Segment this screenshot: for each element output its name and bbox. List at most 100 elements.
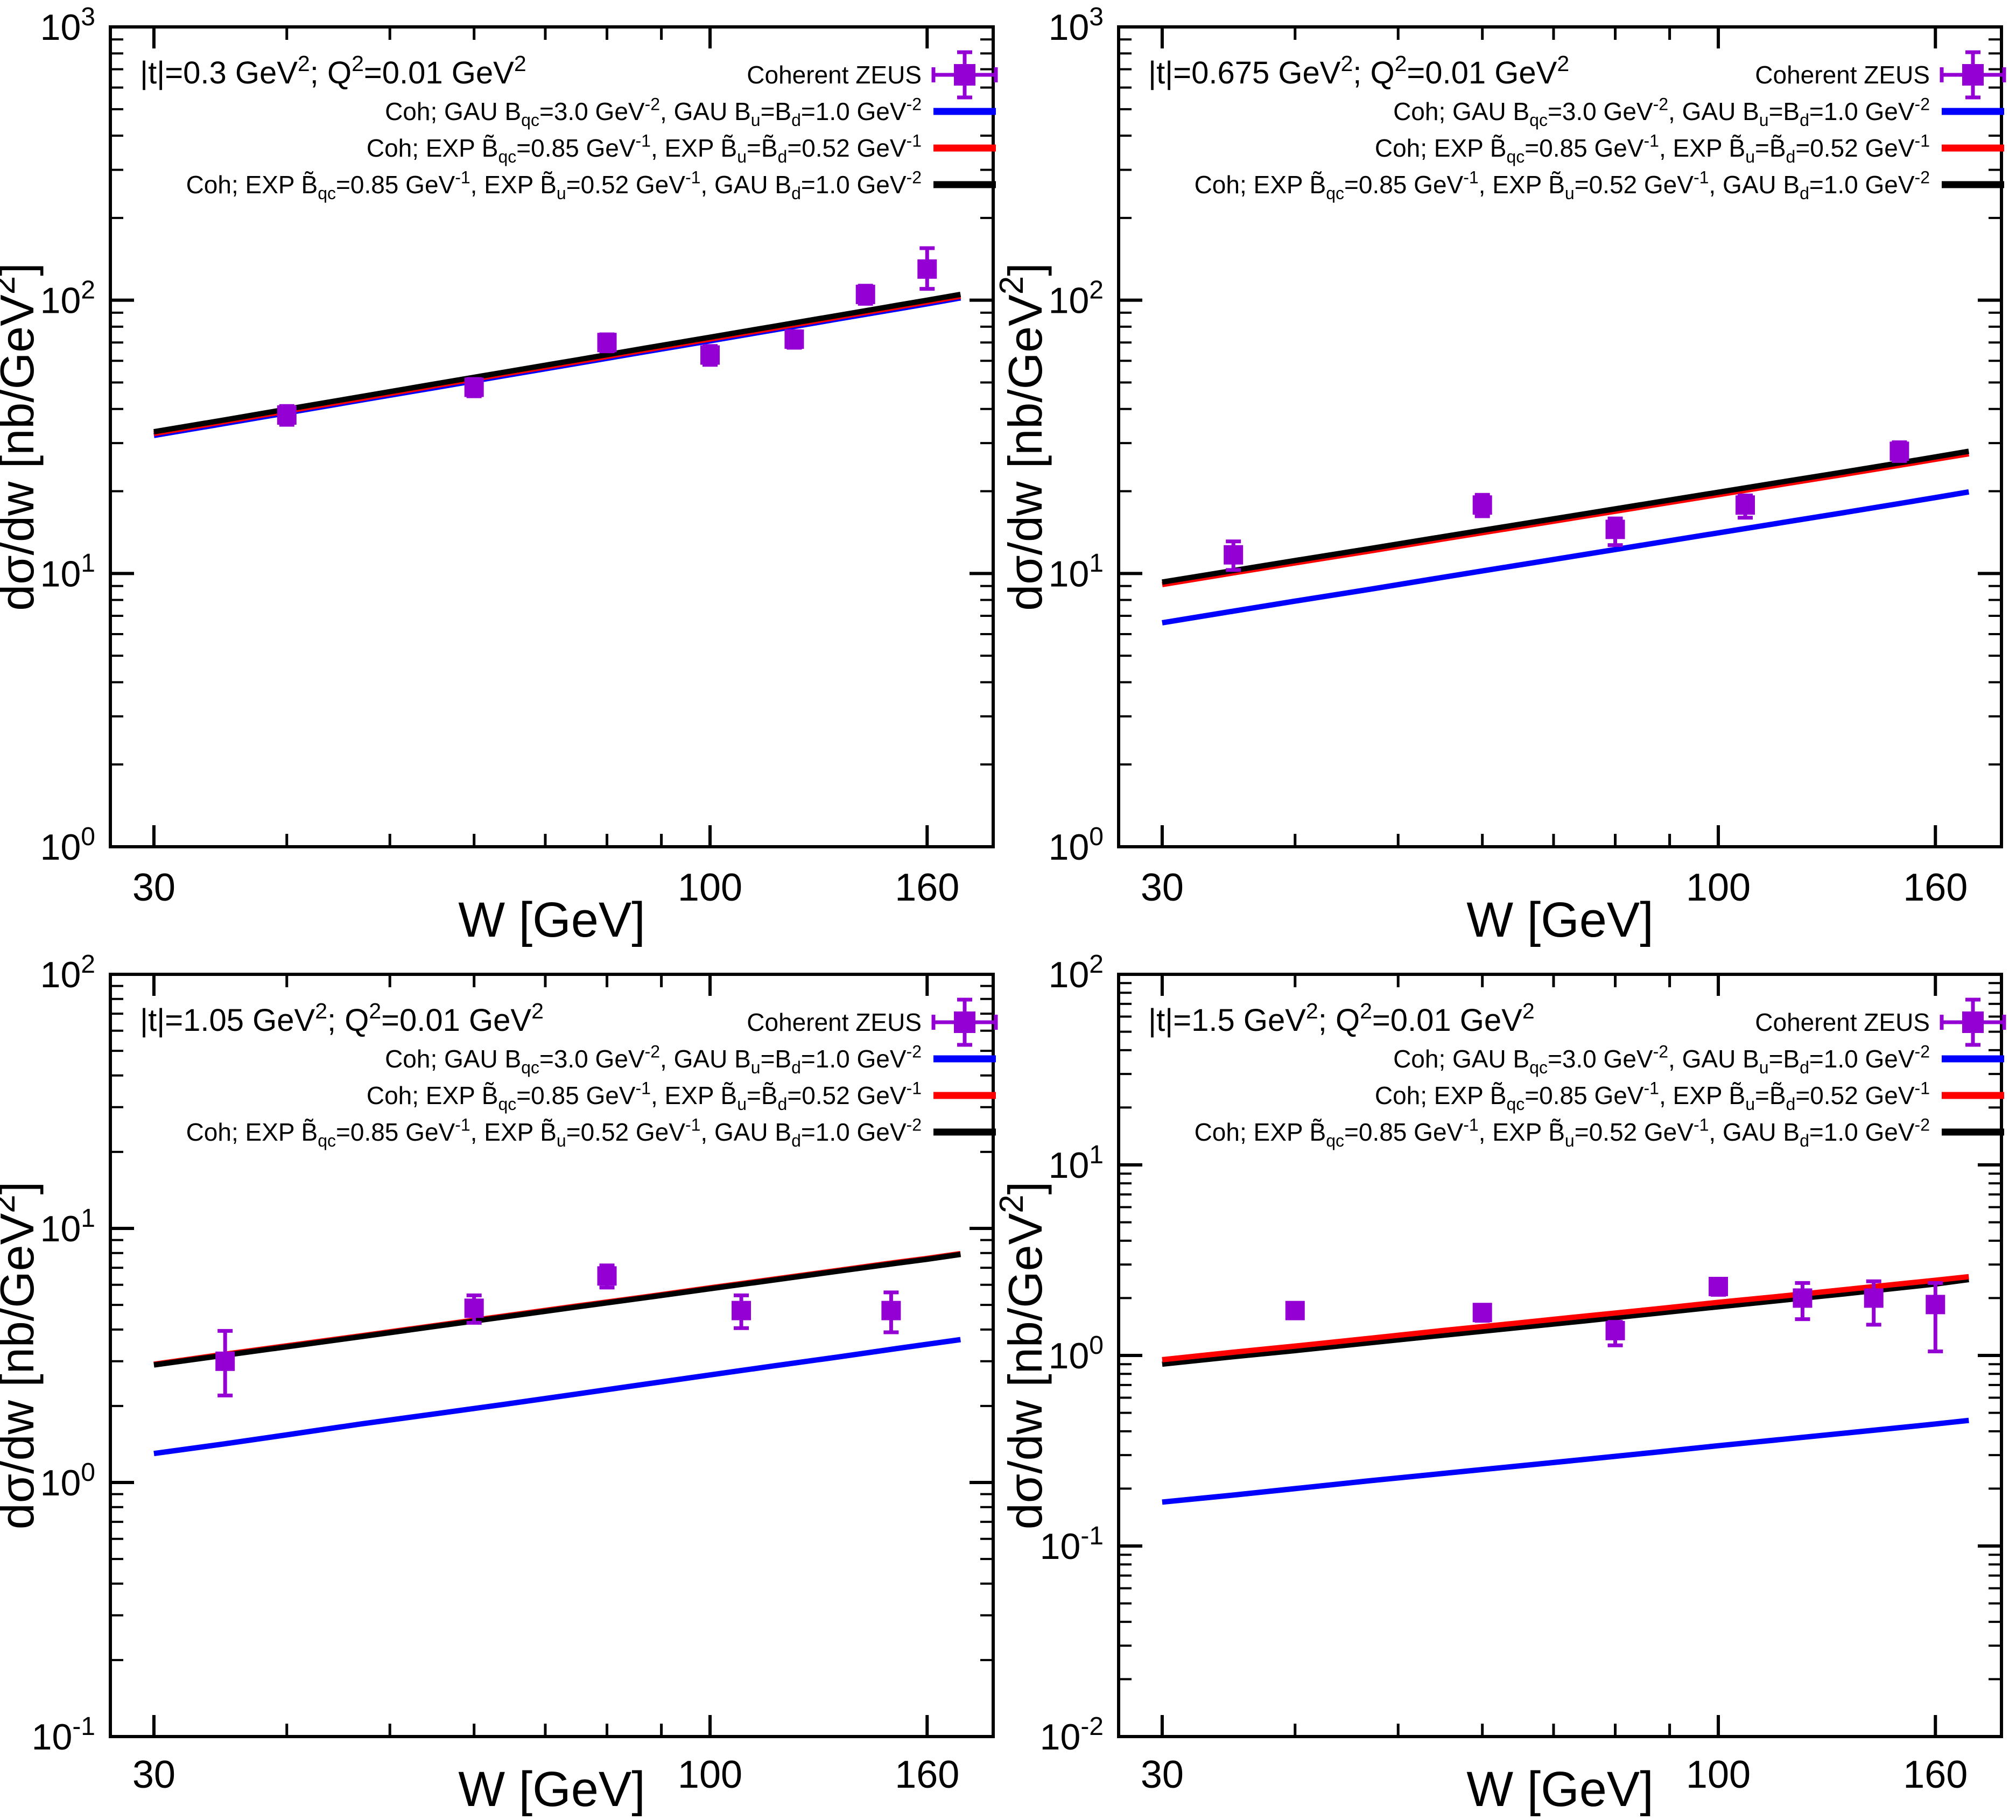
legend-label-1-sub: d xyxy=(1800,110,1809,130)
legend-label-2: Coh; EXP B̃qc=0.85 GeV-1, EXP B̃u=B̃d=0.… xyxy=(1375,1079,1930,1114)
panel-title-t-0.675-sup: 2 xyxy=(1340,51,1353,76)
y-tick-label: 100 xyxy=(1049,1331,1104,1376)
legend-label-3-sup: -1 xyxy=(685,168,700,187)
data-points-t-0.3 xyxy=(277,246,937,427)
data-point-square xyxy=(732,1301,751,1320)
legend-label-3: Coh; EXP B̃qc=0.85 GeV-1, EXP B̃u=0.52 G… xyxy=(186,168,922,203)
y-tick-label-sup: 1 xyxy=(81,1204,95,1233)
x-axis-title-t-1.5: W [GeV] xyxy=(1466,1762,1654,1817)
y-tick-label-run: 10 xyxy=(40,954,81,995)
x-tick-label: 160 xyxy=(1903,1753,1968,1796)
legend-label-3-run: =0.85 GeV xyxy=(336,1118,455,1146)
x-tick-label: 30 xyxy=(132,866,175,909)
curve-exp-gau xyxy=(153,1252,961,1368)
data-point-square xyxy=(1926,1295,1945,1315)
legend-label-1-run: =3.0 GeV xyxy=(1548,1045,1653,1073)
data-point-square xyxy=(1472,1303,1492,1323)
legend-label-3-run: =1.0 GeV xyxy=(801,1118,907,1146)
legend-label-3-run: , EXP B̃ xyxy=(1479,1118,1565,1146)
x-tick-label-run: 100 xyxy=(678,1753,742,1796)
legend-label-3-sup: -1 xyxy=(685,1115,700,1135)
y-tick-label-run: 10 xyxy=(40,280,81,321)
legend-point-square xyxy=(1962,64,1984,86)
y-tick-label: 100 xyxy=(1049,823,1104,868)
panel-title-t-1.5-run: |t|=1.5 GeV xyxy=(1148,1003,1306,1038)
curve-exp-full xyxy=(1162,1274,1969,1362)
curve-gau-bqc-3-0 xyxy=(153,1337,961,1457)
y-axis-title-t-0.3-run: ] xyxy=(0,263,44,276)
legend-label-3-run: =0.52 GeV xyxy=(1575,1118,1694,1146)
series-t-0.675 xyxy=(1162,448,1970,626)
legend-label-3-run: =0.85 GeV xyxy=(1344,171,1464,199)
legend-label-3-sub: d xyxy=(791,1131,801,1150)
x-tick-label-run: 30 xyxy=(1141,866,1184,909)
legend-label-1-run: Coh; GAU B xyxy=(1393,1045,1529,1073)
legend-label-2-sup: -1 xyxy=(1643,1079,1659,1098)
y-tick-label-run: 10 xyxy=(1049,1336,1090,1376)
legend-label-3-run: Coh; EXP B̃ xyxy=(1195,1118,1326,1146)
legend-label-2-sub: qc xyxy=(498,1094,516,1114)
y-tick-label-sup: 0 xyxy=(1089,823,1104,851)
series-t-1.5 xyxy=(1162,1274,1969,1505)
y-axis-title-t-0.3: dσ/dw [nb/GeV2] xyxy=(0,263,44,610)
x-ticks-t-0.3: 30 100 160 xyxy=(132,27,959,909)
legend-label-1-sup: -2 xyxy=(907,1042,922,1062)
legend-label-3-run: =0.85 GeV xyxy=(336,171,455,199)
legend-label-1-sup: -2 xyxy=(645,1042,660,1062)
y-axis-title-t-0.3-sup: 2 xyxy=(0,276,22,294)
legend-label-1-run: =B xyxy=(1769,97,1800,125)
x-tick-label: 100 xyxy=(678,1753,742,1796)
legend-label-1-run: =B xyxy=(1769,1045,1800,1073)
y-tick-label: 102 xyxy=(1049,950,1104,995)
panel-title-t-1.05-run: =0.01 GeV xyxy=(381,1003,531,1038)
y-tick-label-run: 10 xyxy=(1040,1717,1081,1758)
x-tick-label-run: 100 xyxy=(1686,1753,1751,1796)
legend-label-2-run: =0.85 GeV xyxy=(1525,134,1644,162)
legend-label-2-run: , EXP B̃ xyxy=(651,1081,737,1109)
legend-label-2-sub: qc xyxy=(498,147,516,166)
panel-title-t-0.675: |t|=0.675 GeV2; Q2=0.01 GeV2 xyxy=(1148,51,1569,90)
x-tick-label: 100 xyxy=(1686,1753,1751,1796)
legend-label-3-run: , EXP B̃ xyxy=(470,1118,557,1146)
legend-label-3-sub: qc xyxy=(318,1131,336,1150)
data-point-square xyxy=(855,284,875,304)
x-tick-label-run: 30 xyxy=(132,1753,175,1796)
legend-label-0: Coherent ZEUS xyxy=(1755,61,1930,89)
curve-exp-gau xyxy=(153,291,961,435)
y-tick-label: 101 xyxy=(1049,1141,1104,1186)
y-axis-title-t-0.3-run: dσ/dw [nb/GeV xyxy=(0,294,44,611)
data-point-square xyxy=(1793,1288,1813,1308)
y-axis-title-t-0.675-run: dσ/dw [nb/GeV xyxy=(999,294,1052,611)
legend-label-1-sub: d xyxy=(1800,1058,1809,1077)
legend-label-2-sub: qc xyxy=(1506,147,1525,166)
x-tick-label: 160 xyxy=(895,866,959,909)
y-tick-label: 101 xyxy=(1049,549,1104,594)
legend-label-2-sub: d xyxy=(1786,147,1796,166)
legend-label-2-run: =B̃ xyxy=(1755,134,1786,162)
data-point-square xyxy=(784,329,804,349)
panel-title-t-1.05-sup: 2 xyxy=(315,999,327,1023)
data-point-square xyxy=(1708,1276,1728,1296)
data-point-square xyxy=(464,1298,484,1318)
legend-label-2-run: =0.52 GeV xyxy=(787,1081,907,1109)
x-tick-label: 30 xyxy=(1141,866,1184,909)
y-tick-label: 10-1 xyxy=(1040,1522,1104,1567)
legend-label-3-run: , GAU B xyxy=(700,171,791,199)
y-axis-title-t-1.5-run: ] xyxy=(999,1182,1052,1194)
x-tick-label-run: 100 xyxy=(678,866,742,909)
legend-label-1-sup: -2 xyxy=(1653,1042,1668,1062)
panel-title-t-0.3-sup: 2 xyxy=(514,51,526,76)
legend-label-2-sub: d xyxy=(778,147,788,166)
panel-title-t-1.05-sup: 2 xyxy=(369,999,381,1023)
y-tick-label-run: 10 xyxy=(40,827,81,868)
panel-title-t-0.3-sup: 2 xyxy=(298,51,310,76)
legend-label-3: Coh; EXP B̃qc=0.85 GeV-1, EXP B̃u=0.52 G… xyxy=(1195,168,1930,203)
legend-label-3-run: =1.0 GeV xyxy=(801,171,907,199)
y-tick-label: 100 xyxy=(40,823,95,868)
legend-label-1-run: =1.0 GeV xyxy=(1809,1045,1915,1073)
y-axis-title-t-1.05: dσ/dw [nb/GeV2] xyxy=(0,1182,44,1529)
